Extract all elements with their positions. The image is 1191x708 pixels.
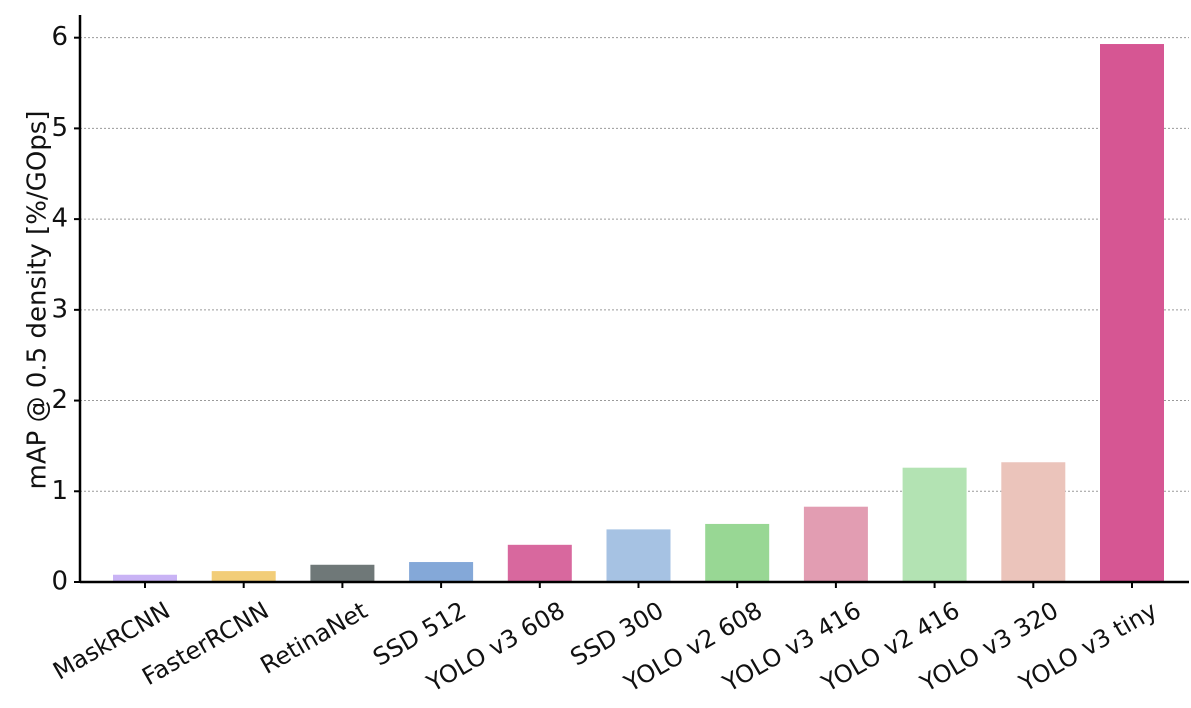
y-tick-label-3: 3 bbox=[51, 294, 68, 324]
y-tick-label-5: 5 bbox=[51, 113, 68, 143]
bar-9 bbox=[1001, 462, 1066, 582]
y-tick-label-6: 6 bbox=[51, 22, 68, 52]
bar-0 bbox=[113, 574, 177, 582]
bar-4 bbox=[507, 544, 572, 582]
gridlines bbox=[80, 37, 1189, 492]
bars bbox=[113, 44, 1164, 583]
bar-8 bbox=[902, 467, 967, 582]
y-tick-label-1: 1 bbox=[51, 476, 68, 506]
y-tick-label-2: 2 bbox=[51, 385, 68, 415]
bar-6 bbox=[705, 523, 770, 582]
y-axis: 0 1 2 3 4 5 6 bbox=[51, 15, 82, 597]
y-tick-label-0: 0 bbox=[51, 567, 68, 597]
bar-1 bbox=[211, 571, 276, 582]
bar-3 bbox=[409, 562, 474, 582]
bar-2 bbox=[310, 564, 375, 582]
bar-5 bbox=[606, 529, 671, 582]
x-tick-label-2: RetinaNet bbox=[256, 596, 373, 679]
bar-10 bbox=[1100, 44, 1164, 583]
bar-7 bbox=[803, 506, 868, 582]
y-axis-title: mAP @ 0.5 density [%/GOps] bbox=[23, 111, 53, 490]
y-tick-label-4: 4 bbox=[51, 204, 68, 234]
